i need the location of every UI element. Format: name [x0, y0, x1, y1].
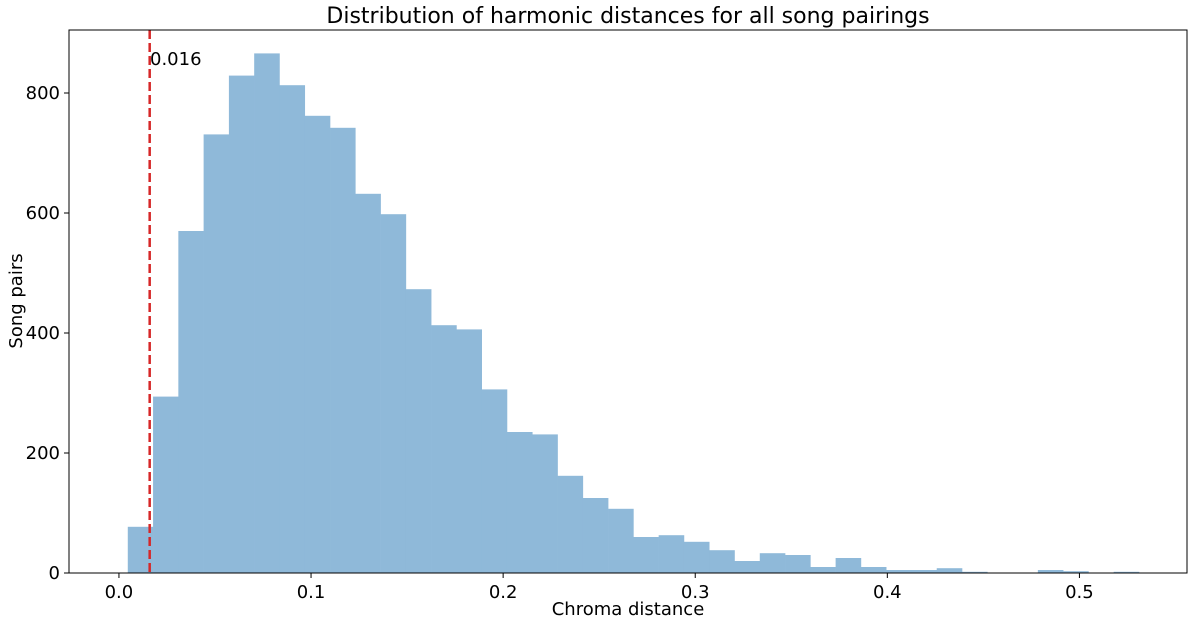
- y-tick-label: 800: [26, 83, 60, 104]
- y-tick-label: 400: [26, 323, 60, 344]
- histogram-bar: [279, 85, 306, 573]
- histogram-bar: [228, 75, 255, 573]
- histogram-bar: [658, 535, 685, 573]
- x-tick-label: 0.0: [105, 582, 134, 603]
- y-axis-label: Song pairs: [6, 253, 27, 348]
- histogram-bar: [886, 570, 912, 573]
- x-tick-label: 0.2: [489, 582, 518, 603]
- histogram-bar: [506, 432, 533, 573]
- histogram-bar: [1063, 571, 1089, 573]
- x-axis-label: Chroma distance: [552, 599, 705, 620]
- y-tick-label: 0: [49, 563, 60, 584]
- histogram-bar: [785, 555, 811, 573]
- x-tick-label: 0.4: [873, 582, 902, 603]
- histogram-bar: [1037, 570, 1064, 573]
- plot-frame: [68, 29, 1188, 574]
- histogram-bar: [431, 325, 457, 573]
- x-tick-label: 0.1: [297, 582, 326, 603]
- histogram-bar: [153, 396, 179, 573]
- histogram-bar: [330, 127, 356, 574]
- histogram-bar: [810, 567, 836, 573]
- histogram-bar: [304, 115, 331, 574]
- histogram-bar: [911, 570, 938, 573]
- histogram-bar: [380, 214, 407, 573]
- histogram-bar: [608, 508, 634, 573]
- histogram-bar: [835, 558, 862, 573]
- x-tick-label: 0.5: [1065, 582, 1094, 603]
- histogram-bar: [582, 498, 609, 573]
- histogram-bar: [203, 134, 230, 573]
- histogram-bar: [532, 434, 558, 573]
- histogram-bar: [962, 571, 988, 573]
- histogram-bar: [355, 193, 381, 574]
- y-tick-label: 600: [26, 203, 60, 224]
- x-axis-ticks: 0.0 0.1 0.2 0.3 0.4 0.5: [105, 573, 1094, 603]
- bars-group: [127, 53, 1140, 574]
- threshold-annotation: 0.016: [150, 49, 202, 70]
- histogram-bar: [254, 53, 280, 573]
- histogram-bar: [1113, 571, 1140, 573]
- histogram-bar: [709, 550, 735, 573]
- histogram-bar: [683, 541, 710, 573]
- y-tick-label: 200: [26, 443, 60, 464]
- histogram-bar: [557, 475, 584, 573]
- histogram-bar: [481, 389, 508, 573]
- histogram-bar: [860, 567, 887, 573]
- histogram-bar: [759, 553, 786, 573]
- x-tick-label: 0.3: [681, 582, 710, 603]
- chart-title: Distribution of harmonic distances for a…: [326, 4, 929, 29]
- histogram-bar: [633, 537, 659, 573]
- histogram-bar: [178, 231, 204, 573]
- histogram-bar: [734, 561, 761, 573]
- histogram-bar: [405, 289, 432, 573]
- histogram-bar: [456, 329, 482, 573]
- histogram-bar: [936, 568, 963, 573]
- y-axis-ticks: 0 200 400 600 800: [26, 83, 69, 584]
